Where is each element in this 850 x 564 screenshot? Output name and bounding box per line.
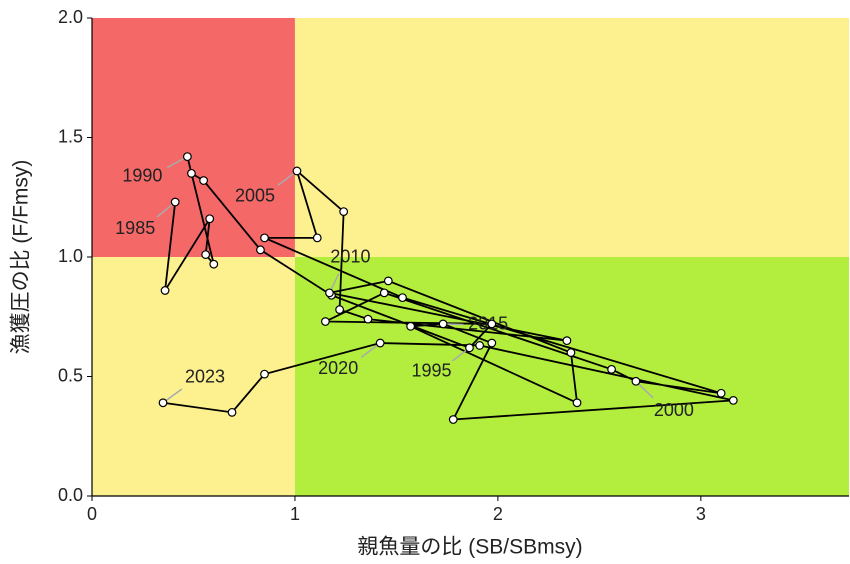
point: [487, 319, 497, 329]
point: [465, 343, 474, 353]
point: [199, 176, 209, 185]
point: [227, 407, 237, 417]
point-label: 2005: [235, 186, 275, 206]
point: [562, 336, 572, 346]
point-label: 2000: [654, 400, 694, 420]
point: [375, 338, 385, 348]
point: [260, 233, 269, 243]
y-tick-label: 0.5: [58, 365, 83, 385]
point: [209, 259, 219, 269]
x-tick-label: 1: [290, 504, 300, 524]
point: [406, 321, 416, 331]
point: [320, 317, 330, 326]
point: [205, 214, 215, 224]
zone-overfishing-overfished: [92, 18, 295, 257]
point-label: 2010: [330, 247, 370, 267]
point: [292, 166, 302, 176]
point-label: 1985: [115, 218, 155, 238]
point: [398, 293, 407, 303]
point: [572, 398, 582, 408]
point: [607, 364, 616, 374]
x-tick-label: 3: [696, 504, 706, 524]
x-tick-label: 0: [87, 504, 97, 524]
point: [187, 168, 196, 178]
point: [475, 341, 485, 350]
zone-healthy: [294, 257, 849, 496]
point: [325, 288, 334, 298]
y-tick-label: 1.0: [58, 246, 83, 266]
point: [339, 207, 349, 216]
point: [312, 233, 322, 243]
point: [182, 152, 192, 162]
x-tick-label: 2: [493, 504, 503, 524]
point: [448, 415, 458, 424]
point: [260, 369, 269, 379]
point: [256, 245, 265, 255]
y-tick-label: 0.0: [58, 485, 83, 505]
point-label: 1990: [122, 165, 162, 185]
point: [566, 348, 576, 358]
point-label: 2023: [185, 367, 225, 387]
point: [728, 396, 738, 405]
point: [160, 286, 170, 295]
point: [201, 250, 211, 260]
point: [383, 276, 393, 286]
point: [716, 388, 726, 398]
x-axis-title: 親魚量の比 (SB/SBmsy): [357, 536, 582, 559]
point: [438, 319, 448, 329]
point: [170, 197, 180, 207]
y-tick-label: 2.0: [58, 7, 83, 27]
y-tick-label: 1.5: [58, 126, 83, 146]
point: [335, 305, 344, 314]
zone-overfishing: [294, 18, 849, 257]
point: [379, 288, 389, 298]
point: [363, 314, 373, 324]
y-axis-title: 漁獲圧の比 (F/Fmsy): [10, 160, 33, 355]
point: [487, 338, 497, 348]
point: [158, 398, 168, 408]
point-label: 1995: [411, 361, 451, 381]
point-label: 2020: [318, 358, 358, 378]
point: [631, 376, 641, 386]
